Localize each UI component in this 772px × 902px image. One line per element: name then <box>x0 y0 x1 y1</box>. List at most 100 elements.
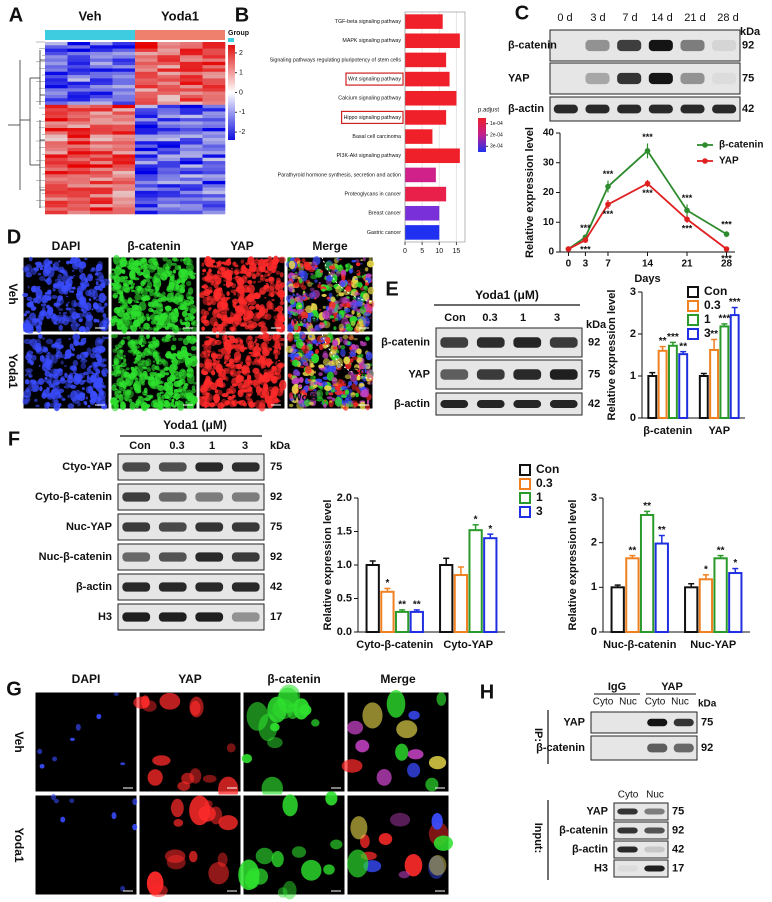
cell <box>131 299 135 302</box>
cell <box>334 385 340 391</box>
cell <box>192 320 196 325</box>
heatmap-cell <box>90 68 113 73</box>
panel-label: B <box>235 4 249 26</box>
lane-label: 1 <box>209 440 215 452</box>
cell <box>120 885 126 892</box>
heatmap-cell <box>202 61 226 66</box>
heatmap-cell <box>67 144 91 149</box>
highlight-box <box>340 110 404 125</box>
cell <box>340 345 346 350</box>
heatmap-cell <box>135 81 158 86</box>
cell <box>286 332 294 342</box>
y-tick-label: 2 <box>591 537 597 549</box>
category-label: Gastric cancer <box>367 230 401 236</box>
cell <box>156 392 162 399</box>
heatmap-cell <box>90 184 113 188</box>
cell <box>348 314 353 317</box>
x-tick-label: 3 <box>583 259 589 270</box>
cell <box>111 268 115 271</box>
cell <box>296 372 301 376</box>
heatmap-cell <box>90 147 113 152</box>
legend-label: Con <box>704 284 727 298</box>
band <box>158 612 187 622</box>
cell <box>235 373 241 379</box>
heatmap-cell <box>180 121 203 125</box>
heatmap-cell <box>157 190 181 195</box>
cell <box>311 353 314 356</box>
bar <box>409 610 424 634</box>
cell <box>218 354 221 357</box>
heatmap-cell <box>45 200 68 205</box>
cell <box>354 364 360 371</box>
significance: ** <box>398 600 406 611</box>
heatmap-cell <box>45 48 68 53</box>
heatmap-cell <box>112 55 136 59</box>
kda-label: 17 <box>672 862 684 874</box>
cell <box>287 353 293 358</box>
cell <box>133 361 137 364</box>
band <box>680 104 705 114</box>
cell <box>362 368 367 374</box>
cell <box>277 342 284 347</box>
heatmap-cell <box>112 85 136 89</box>
cell <box>136 371 143 377</box>
heatmap-cell <box>135 180 158 185</box>
cell <box>390 812 411 827</box>
cell <box>217 402 225 410</box>
cell <box>73 302 78 308</box>
cell <box>127 339 136 346</box>
cell <box>364 363 371 370</box>
y-axis-label: Relative expression level <box>606 290 618 421</box>
cell <box>103 319 108 325</box>
colorbar-tick-label: -2 <box>239 129 245 136</box>
legend-swatch <box>687 286 699 298</box>
cell <box>129 386 134 391</box>
cell <box>234 264 239 268</box>
band <box>158 552 187 562</box>
cell <box>86 315 94 321</box>
cell <box>340 385 348 391</box>
cell <box>260 325 268 334</box>
cell <box>214 277 222 285</box>
heatmap-cell <box>202 124 226 129</box>
heatmap-cell <box>67 180 91 185</box>
band <box>231 612 260 622</box>
cell <box>126 389 131 396</box>
cell <box>113 281 122 289</box>
data-point <box>723 231 730 237</box>
cell <box>72 333 81 341</box>
row-label: Veh <box>6 283 20 304</box>
heatmap-cell <box>180 174 203 178</box>
cell <box>334 389 338 392</box>
cell <box>67 394 70 399</box>
significance: ** <box>717 545 725 556</box>
y-axis-label: Relative expression level <box>524 127 536 258</box>
heatmap-cell <box>45 134 68 139</box>
cell <box>179 294 184 300</box>
cell <box>175 360 181 365</box>
heatmap-cell <box>202 65 226 69</box>
cell <box>57 273 63 282</box>
heatmap-cell <box>90 88 113 92</box>
cell <box>37 748 43 755</box>
cell <box>28 302 35 309</box>
cell <box>37 377 45 385</box>
cell <box>288 315 293 318</box>
cell <box>79 283 83 286</box>
heatmap-cell <box>157 114 181 119</box>
cell <box>225 259 232 266</box>
bar <box>709 348 720 419</box>
unit-label: kDa <box>270 440 291 452</box>
cell <box>95 281 99 286</box>
heatmap-cell <box>67 137 91 142</box>
heatmap-cell <box>202 111 226 116</box>
cell <box>265 262 269 265</box>
heatmap-cell <box>67 42 91 46</box>
cell <box>267 341 270 344</box>
heatmap-cell <box>135 210 158 215</box>
band <box>585 72 610 85</box>
cell <box>232 261 236 267</box>
cell <box>308 401 314 406</box>
heatmap-cell <box>112 154 136 159</box>
cell <box>251 361 256 366</box>
